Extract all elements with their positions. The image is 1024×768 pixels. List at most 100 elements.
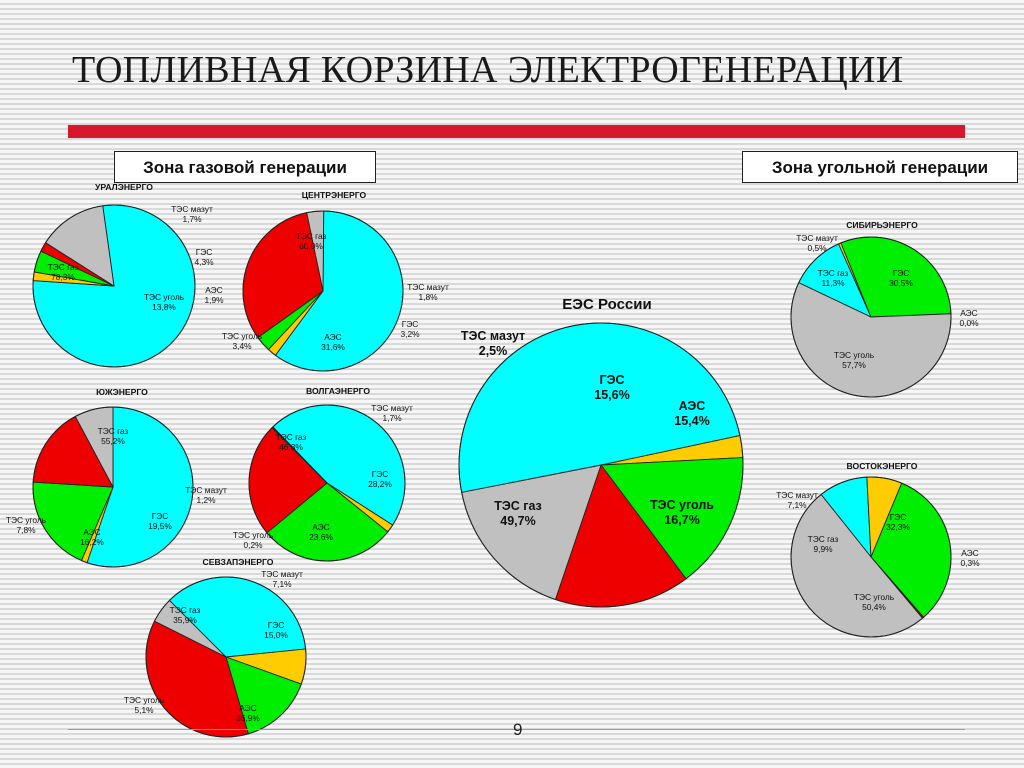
- slice-value-centrenergo-tes-gas: 60,0%: [299, 241, 323, 251]
- slice-label-sibirenergo-ges: ГЭС: [893, 268, 910, 278]
- slice-value-uralenergo-tes-coal: 13,8%: [152, 302, 176, 312]
- pie-title-uralenergo: УРАЛЭНЕРГО: [95, 182, 153, 192]
- slice-value-vostokenergo-tes-mazut: 7,1%: [787, 500, 807, 510]
- slice-label-volgaenergo-tes-mazut: ТЭС мазут: [371, 403, 413, 413]
- slice-value-sevzapenergo-tes-coal: 5,1%: [134, 705, 154, 715]
- slice-value-centrenergo-tes-coal: 3,4%: [232, 341, 252, 351]
- slice-label-ees-rossii-tes-mazut: ТЭС мазут: [461, 329, 525, 343]
- slice-value-ees-rossii-tes-mazut: 2,5%: [479, 344, 508, 358]
- slice-value-volgaenergo-tes-gas: 46,3%: [279, 442, 303, 452]
- slice-value-centrenergo-aes: 31,6%: [321, 342, 345, 352]
- slice-label-ees-rossii-tes-coal: ТЭС уголь: [650, 498, 714, 512]
- slice-label-vostokenergo-ges: ГЭС: [890, 512, 907, 522]
- slice-value-ees-rossii-ges: 15,6%: [594, 388, 629, 402]
- pie-outline-yuzhenergo: [32, 406, 194, 568]
- pie-title-sevzapenergo: СЕВЗАПЭНЕРГО: [203, 557, 274, 567]
- pie-outline-ees-rossii: [458, 322, 744, 608]
- slice-label-centrenergo-tes-gas: ТЭС газ: [296, 231, 327, 241]
- slice-value-sevzapenergo-ges: 15,0%: [264, 630, 288, 640]
- page-number: 9: [513, 720, 523, 739]
- slice-value-sibirenergo-aes: 0,0%: [959, 318, 979, 328]
- slice-value-yuzhenergo-tes-gas: 55,2%: [101, 436, 125, 446]
- slice-label-vostokenergo-tes-mazut: ТЭС мазут: [776, 490, 818, 500]
- slice-label-sibirenergo-tes-mazut: ТЭС мазут: [796, 233, 838, 243]
- slice-label-sevzapenergo-tes-gas: ТЭС газ: [170, 605, 201, 615]
- slice-value-sibirenergo-ges: 30,5%: [889, 278, 913, 288]
- slice-value-sibirenergo-tes-mazut: 0,5%: [807, 243, 827, 253]
- slice-label-sevzapenergo-tes-mazut: ТЭС мазут: [261, 569, 303, 579]
- pie-outline-sibirenergo: [790, 236, 952, 398]
- slice-label-vostokenergo-aes: АЭС: [961, 548, 978, 558]
- slice-value-volgaenergo-tes-mazut: 1,7%: [382, 413, 402, 423]
- slice-label-sibirenergo-tes-gas: ТЭС газ: [818, 268, 849, 278]
- slice-value-uralenergo-tes-gas: 78,3%: [51, 272, 75, 282]
- slice-value-sevzapenergo-aes: 36,9%: [236, 713, 260, 723]
- page-title: ТОПЛИВНАЯ КОРЗИНА ЭЛЕКТРОГЕНЕРАЦИИ: [72, 49, 904, 91]
- slice-value-sibirenergo-tes-gas: 11,3%: [821, 278, 845, 288]
- slice-value-sevzapenergo-tes-mazut: 7,1%: [272, 579, 292, 589]
- zone-label-coal: Зона угольной генерации: [742, 151, 1018, 183]
- footer-rule: [68, 729, 965, 730]
- slice-value-ees-rossii-tes-gas: 49,7%: [500, 514, 535, 528]
- slice-value-vostokenergo-tes-coal: 50,4%: [862, 602, 886, 612]
- slice-label-yuzhenergo-tes-gas: ТЭС газ: [98, 426, 129, 436]
- slice-value-volgaenergo-tes-coal: 0,2%: [243, 540, 263, 550]
- pie-outline-centrenergo: [242, 210, 404, 372]
- slice-label-ees-rossii-aes: АЭС: [679, 399, 706, 413]
- pie-outline-sevzapenergo: [145, 576, 307, 738]
- slice-label-sibirenergo-tes-coal: ТЭС уголь: [834, 350, 875, 360]
- slice-label-volgaenergo-aes: АЭС: [312, 522, 329, 532]
- slice-value-vostokenergo-ges: 32,3%: [886, 522, 910, 532]
- pie-title-vostokenergo: ВОСТОКЭНЕРГО: [847, 461, 918, 471]
- slice-value-yuzhenergo-tes-mazut: 1,2%: [196, 495, 216, 505]
- slice-value-yuzhenergo-tes-coal: 7,8%: [16, 525, 36, 535]
- slice-label-uralenergo-aes: АЭС: [205, 285, 222, 295]
- slice-label-sibirenergo-aes: АЭС: [960, 308, 977, 318]
- pie-title-sibirenergo: СИБИРЬЭНЕРГО: [846, 220, 918, 230]
- pie-title-volgaenergo: ВОЛГАЭНЕРГО: [306, 386, 370, 396]
- slice-value-volgaenergo-aes: 23,6%: [309, 532, 333, 542]
- slice-value-yuzhenergo-ges: 19,5%: [148, 521, 172, 531]
- slice-value-yuzhenergo-aes: 16,2%: [80, 537, 104, 547]
- pie-outline-vostokenergo: [790, 476, 952, 638]
- slice-value-uralenergo-aes: 1,9%: [204, 295, 224, 305]
- slice-value-ees-rossii-tes-coal: 16,7%: [664, 513, 699, 527]
- slice-label-sevzapenergo-ges: ГЭС: [268, 620, 285, 630]
- slice-label-yuzhenergo-tes-mazut: ТЭС мазут: [185, 485, 227, 495]
- slice-label-centrenergo-aes: АЭС: [324, 332, 341, 342]
- slice-label-centrenergo-tes-coal: ТЭС уголь: [222, 331, 263, 341]
- slice-label-uralenergo-ges: ГЭС: [196, 247, 213, 257]
- slice-value-vostokenergo-tes-gas: 9,9%: [813, 544, 833, 554]
- slice-label-centrenergo-tes-mazut: ТЭС мазут: [407, 282, 449, 292]
- slice-label-sevzapenergo-aes: АЭС: [239, 703, 256, 713]
- slice-label-volgaenergo-tes-coal: ТЭС уголь: [233, 530, 274, 540]
- slice-label-uralenergo-tes-mazut: ТЭС мазут: [171, 204, 213, 214]
- slice-label-yuzhenergo-aes: АЭС: [83, 527, 100, 537]
- slice-value-ees-rossii-aes: 15,4%: [674, 414, 709, 428]
- pie-outline-uralenergo: [32, 204, 196, 368]
- slice-value-volgaenergo-ges: 28,2%: [368, 479, 392, 489]
- slice-label-vostokenergo-tes-gas: ТЭС газ: [808, 534, 839, 544]
- title-underline-rule: [68, 125, 965, 138]
- slice-label-volgaenergo-tes-gas: ТЭС газ: [276, 432, 307, 442]
- slice-value-sevzapenergo-tes-gas: 35,9%: [173, 615, 197, 625]
- slice-value-uralenergo-ges: 4,3%: [194, 257, 214, 267]
- slice-value-sibirenergo-tes-coal: 57,7%: [842, 360, 866, 370]
- slice-value-uralenergo-tes-mazut: 1,7%: [182, 214, 202, 224]
- slice-label-centrenergo-ges: ГЭС: [402, 319, 419, 329]
- slice-label-vostokenergo-tes-coal: ТЭС уголь: [854, 592, 895, 602]
- zone-label-gas: Зона газовой генерации: [114, 151, 376, 183]
- slice-label-volgaenergo-ges: ГЭС: [372, 469, 389, 479]
- slice-value-centrenergo-tes-mazut: 1,8%: [418, 292, 438, 302]
- slice-label-yuzhenergo-tes-coal: ТЭС уголь: [6, 515, 47, 525]
- slice-label-uralenergo-tes-coal: ТЭС уголь: [144, 292, 185, 302]
